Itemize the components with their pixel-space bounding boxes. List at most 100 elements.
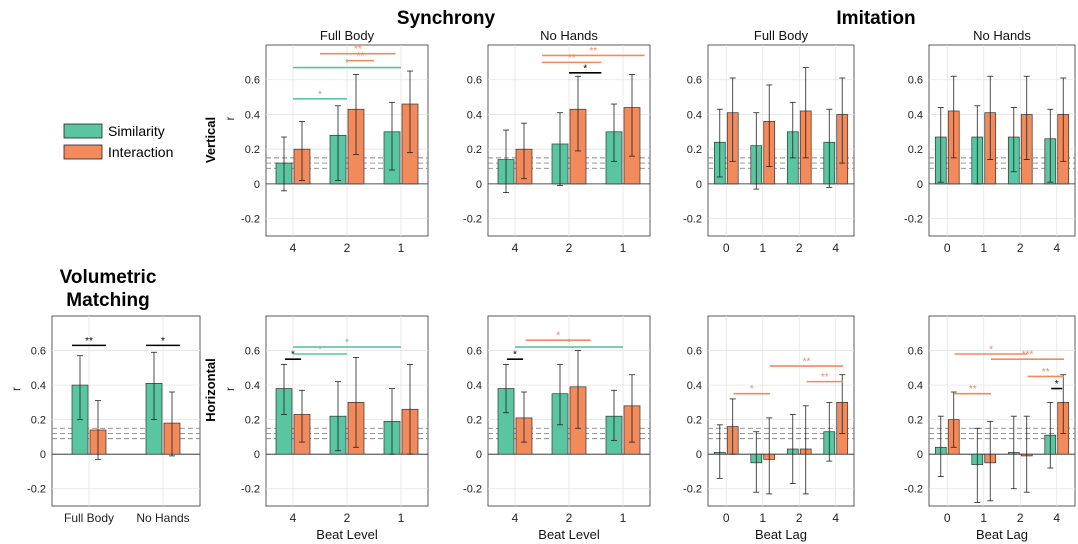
panel-title: No Hands (540, 28, 598, 43)
volumetric-heading-line2: Matching (66, 290, 149, 311)
x-tick-label: 1 (759, 511, 766, 525)
y-axis-label: r (223, 117, 237, 121)
y-tick-label: 0.2 (908, 415, 923, 427)
significance-label: * (318, 89, 322, 100)
y-tick-label: 0.2 (31, 415, 46, 427)
y-tick-label: 0.4 (31, 380, 46, 392)
legend-swatch-interaction (63, 144, 103, 160)
y-tick-label: -0.2 (904, 484, 923, 496)
x-tick-label: 4 (512, 511, 519, 525)
significance-label: * (1055, 379, 1059, 390)
y-tick-label: 0.4 (467, 109, 482, 121)
volumetric-heading-line1: Volumetric (60, 267, 157, 288)
y-tick-label: 0.4 (908, 109, 923, 121)
x-tick-label: 4 (1053, 241, 1060, 255)
y-tick-label: -0.2 (27, 484, 46, 496)
significance-label: ** (821, 372, 829, 383)
synchrony-heading: Synchrony (397, 8, 496, 29)
y-tick-label: -0.2 (463, 484, 482, 496)
x-tick-label: 1 (980, 511, 987, 525)
y-tick-label: -0.2 (683, 484, 702, 496)
significance-label: * (583, 63, 587, 74)
significance-label: * (318, 345, 322, 356)
x-axis-label: Beat Lag (976, 527, 1028, 542)
significance-label: * (556, 331, 560, 342)
legend-label-similarity: Similarity (108, 123, 165, 139)
row-label-vertical: Vertical (203, 117, 218, 163)
x-tick-label: 1 (620, 241, 627, 255)
row-label-horizontal: Horizontal (203, 358, 218, 422)
x-tick-label: No Hands (136, 511, 189, 525)
significance-label: * (345, 338, 349, 349)
significance-label: * (989, 345, 993, 356)
legend-swatch-similarity (63, 123, 103, 139)
x-tick-label: 4 (832, 241, 839, 255)
x-tick-label: 2 (1017, 241, 1024, 255)
y-tick-label: 0 (696, 449, 702, 461)
y-tick-label: 0.2 (467, 144, 482, 156)
x-tick-label: 2 (566, 511, 573, 525)
axes-frame (928, 315, 1076, 507)
significance-label: ** (354, 44, 362, 55)
significance-label: * (291, 350, 295, 361)
x-tick-label: 1 (620, 511, 627, 525)
y-axis-label: r (9, 387, 23, 391)
y-tick-label: -0.2 (463, 214, 482, 226)
y-tick-label: 0.6 (908, 346, 923, 358)
x-tick-label: 2 (566, 241, 573, 255)
y-tick-label: 0.6 (687, 346, 702, 358)
x-tick-label: 2 (796, 511, 803, 525)
significance-label: ** (85, 336, 93, 347)
x-tick-label: 1 (398, 511, 405, 525)
significance-label: * (567, 338, 571, 349)
x-tick-label: 2 (344, 241, 351, 255)
y-tick-label: 0.6 (467, 346, 482, 358)
legend: Similarity Interaction (63, 123, 173, 160)
y-tick-label: -0.2 (241, 484, 260, 496)
x-axis-label: Beat Level (538, 527, 600, 542)
x-axis-label: Beat Lag (755, 527, 807, 542)
x-tick-label: 2 (796, 241, 803, 255)
y-tick-label: -0.2 (683, 214, 702, 226)
y-tick-label: 0.6 (467, 75, 482, 87)
y-tick-label: -0.2 (241, 214, 260, 226)
x-tick-label: 4 (512, 241, 519, 255)
y-tick-label: 0.4 (908, 380, 923, 392)
y-tick-label: 0.2 (245, 144, 260, 156)
x-tick-label: 2 (1017, 511, 1024, 525)
panel-title: No Hands (973, 28, 1031, 43)
y-tick-label: -0.2 (904, 214, 923, 226)
y-tick-label: 0.6 (31, 346, 46, 358)
y-tick-label: 0 (40, 449, 46, 461)
y-tick-label: 0 (696, 179, 702, 191)
y-tick-label: 0.4 (467, 380, 482, 392)
y-tick-label: 0.2 (687, 144, 702, 156)
y-tick-label: 0.4 (245, 109, 260, 121)
x-tick-label: 1 (759, 241, 766, 255)
y-tick-label: 0 (476, 179, 482, 191)
y-tick-label: 0.4 (687, 380, 702, 392)
significance-label: ** (969, 384, 977, 395)
y-tick-label: 0.6 (908, 75, 923, 87)
significance-label: ** (1042, 367, 1050, 378)
x-axis-label: Beat Level (316, 527, 378, 542)
x-tick-label: 1 (398, 241, 405, 255)
y-tick-label: 0.2 (245, 415, 260, 427)
imitation-heading: Imitation (836, 8, 915, 29)
x-tick-label: Full Body (64, 511, 114, 525)
y-tick-label: 0 (917, 179, 923, 191)
y-tick-label: 0 (476, 449, 482, 461)
y-tick-label: 0.4 (687, 109, 702, 121)
significance-label: * (750, 384, 754, 395)
y-tick-label: 0.2 (467, 415, 482, 427)
x-tick-label: 1 (980, 241, 987, 255)
x-tick-label: 4 (290, 511, 297, 525)
x-tick-label: 0 (723, 241, 730, 255)
significance-label: ** (803, 357, 811, 368)
y-tick-label: 0.6 (245, 75, 260, 87)
significance-label: * (161, 336, 165, 347)
x-tick-label: 4 (290, 241, 297, 255)
x-tick-label: 0 (944, 511, 951, 525)
significance-label: * (345, 58, 349, 69)
